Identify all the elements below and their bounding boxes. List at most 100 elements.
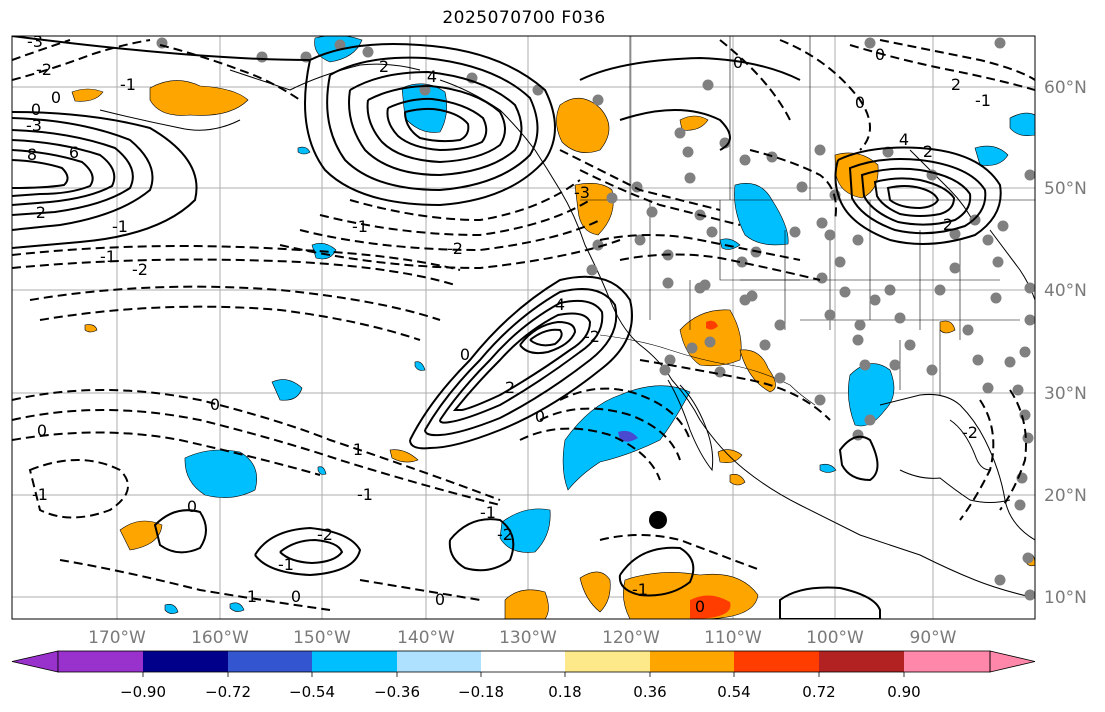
station-dot xyxy=(994,37,1006,49)
positive-region xyxy=(389,449,419,463)
station-dot xyxy=(864,414,876,426)
colorbar-label: 0.90 xyxy=(887,683,920,701)
contour-label: 2 xyxy=(379,57,389,76)
colorbar: −0.90 −0.72 −0.54 −0.36 −0.18 0.18 0.36 0.54 0.7… xyxy=(11,650,1036,701)
longitude-label: 100°W xyxy=(806,628,864,648)
contour-line xyxy=(999,389,1027,511)
contour-label: 2 xyxy=(923,142,933,161)
coastline xyxy=(949,419,991,471)
station-dot xyxy=(256,51,268,63)
negative-region xyxy=(271,379,303,401)
colorbar-label: 0.72 xyxy=(802,683,835,701)
station-dot xyxy=(1024,589,1035,601)
colorbar-label: −0.90 xyxy=(120,683,166,701)
contour-line xyxy=(39,305,421,341)
station-dot xyxy=(982,382,994,394)
solid-contours xyxy=(12,36,1002,619)
contour-label: 0 xyxy=(460,345,470,364)
contour-label: -2 xyxy=(497,525,513,544)
latitude-labels: 60°N 50°N 40°N 30°N 20°N 10°N xyxy=(1044,78,1087,608)
longitude-labels: 170°W 160°W 150°W 140°W 130°W 120°W 110°W 100°W… xyxy=(88,628,957,648)
contour-line xyxy=(579,169,741,226)
positive-region xyxy=(84,324,98,333)
contour-line xyxy=(452,312,592,411)
colorbar-segment xyxy=(312,651,397,672)
contour-line xyxy=(349,179,581,222)
contour-labels: -3-20-10-38 6-2-142-2-1420-2-1-3-202-1422… xyxy=(26,36,991,616)
longitude-label: 130°W xyxy=(499,628,557,648)
station-dot xyxy=(1022,432,1034,444)
contour-line xyxy=(12,111,198,249)
contour-label: 4 xyxy=(427,67,437,86)
station-dot xyxy=(702,79,714,91)
contour-line xyxy=(12,431,321,476)
contour-label: 2 xyxy=(505,378,515,397)
contour-line xyxy=(404,107,470,143)
negative-region xyxy=(317,466,327,475)
contour-line xyxy=(860,167,972,226)
station-dot xyxy=(994,574,1006,586)
coastline xyxy=(229,63,421,91)
station-dot xyxy=(1019,409,1031,421)
station-dot xyxy=(759,339,771,351)
contour-line xyxy=(366,84,506,164)
contour-line xyxy=(959,399,995,521)
station-dot xyxy=(864,37,876,49)
station-dot xyxy=(659,364,671,376)
colorbar-segment xyxy=(819,651,904,672)
coastline xyxy=(909,149,976,226)
station-dot xyxy=(774,372,786,384)
station-dot xyxy=(824,309,836,321)
contour-label: 2 xyxy=(943,215,953,234)
longitude-label: 120°W xyxy=(602,628,660,648)
contour-line xyxy=(619,253,821,281)
colorbar-label: 0.54 xyxy=(717,683,750,701)
contour-label: -3 xyxy=(574,183,590,202)
contour-line xyxy=(834,146,1002,245)
colorbar-label: 0.18 xyxy=(548,683,581,701)
station-dot xyxy=(949,262,961,274)
contour-label: -1 xyxy=(32,485,48,504)
station-dot xyxy=(1019,346,1031,358)
negative-region xyxy=(229,602,245,612)
contour-line xyxy=(579,56,801,81)
contour-line xyxy=(519,320,577,355)
border xyxy=(599,334,816,406)
station-dot xyxy=(814,144,826,156)
colorbar-segment xyxy=(481,651,565,672)
station-dot xyxy=(1012,384,1024,396)
coastline xyxy=(899,469,1011,503)
positive-region xyxy=(579,571,611,613)
contour-label: -1 xyxy=(112,217,128,236)
contour-line xyxy=(879,39,1035,81)
contour-line xyxy=(448,518,515,572)
colorbar-label: −0.72 xyxy=(205,683,251,701)
station-dot xyxy=(774,319,786,331)
contour-label: -1 xyxy=(100,247,116,266)
colorbar-segment xyxy=(143,651,228,672)
positive-region xyxy=(504,589,549,619)
contour-label: -3 xyxy=(26,116,42,135)
station-dot xyxy=(736,256,748,268)
contour-label: 0 xyxy=(733,53,743,72)
contour-label: -1 xyxy=(352,217,368,236)
contour-line xyxy=(279,239,621,270)
contour-line xyxy=(749,149,837,221)
contour-line xyxy=(12,389,501,501)
station-dot xyxy=(816,217,828,229)
contour-line xyxy=(539,407,681,461)
positive-region xyxy=(739,349,776,393)
positive-anomaly-regions xyxy=(71,80,1035,619)
station-dot xyxy=(926,364,938,376)
latitude-label: 40°N xyxy=(1044,281,1087,301)
negative-region xyxy=(1009,112,1035,136)
station-dot xyxy=(634,234,646,246)
positive-region xyxy=(119,520,163,551)
contour-line xyxy=(12,129,134,216)
contour-line xyxy=(599,234,801,261)
contour-line xyxy=(12,39,151,81)
longitude-label: 140°W xyxy=(397,628,455,648)
longitude-label: 170°W xyxy=(88,628,146,648)
contour-label: 1 xyxy=(353,440,363,459)
